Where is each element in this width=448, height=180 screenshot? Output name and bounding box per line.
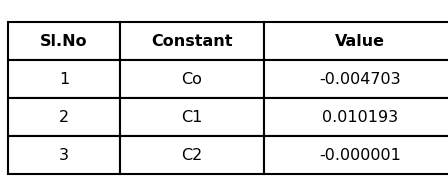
Bar bbox=[120, 60, 264, 98]
Bar bbox=[120, 136, 264, 174]
Bar bbox=[8, 60, 120, 98]
Bar bbox=[120, 98, 264, 136]
Bar bbox=[8, 22, 120, 60]
Bar bbox=[264, 136, 448, 174]
Bar bbox=[120, 22, 264, 60]
Bar bbox=[264, 22, 448, 60]
Text: Co: Co bbox=[181, 71, 202, 87]
Text: C1: C1 bbox=[181, 109, 202, 125]
Text: 3: 3 bbox=[59, 147, 69, 163]
Text: 1: 1 bbox=[59, 71, 69, 87]
Bar bbox=[8, 98, 120, 136]
Bar bbox=[8, 136, 120, 174]
Text: Constant: Constant bbox=[151, 33, 233, 48]
Bar bbox=[264, 60, 448, 98]
Text: 0.010193: 0.010193 bbox=[322, 109, 398, 125]
Text: Value: Value bbox=[335, 33, 385, 48]
Text: C2: C2 bbox=[181, 147, 202, 163]
Text: 2: 2 bbox=[59, 109, 69, 125]
Text: Sl.No: Sl.No bbox=[40, 33, 88, 48]
Text: -0.004703: -0.004703 bbox=[319, 71, 401, 87]
Text: -0.000001: -0.000001 bbox=[319, 147, 401, 163]
Bar bbox=[264, 98, 448, 136]
